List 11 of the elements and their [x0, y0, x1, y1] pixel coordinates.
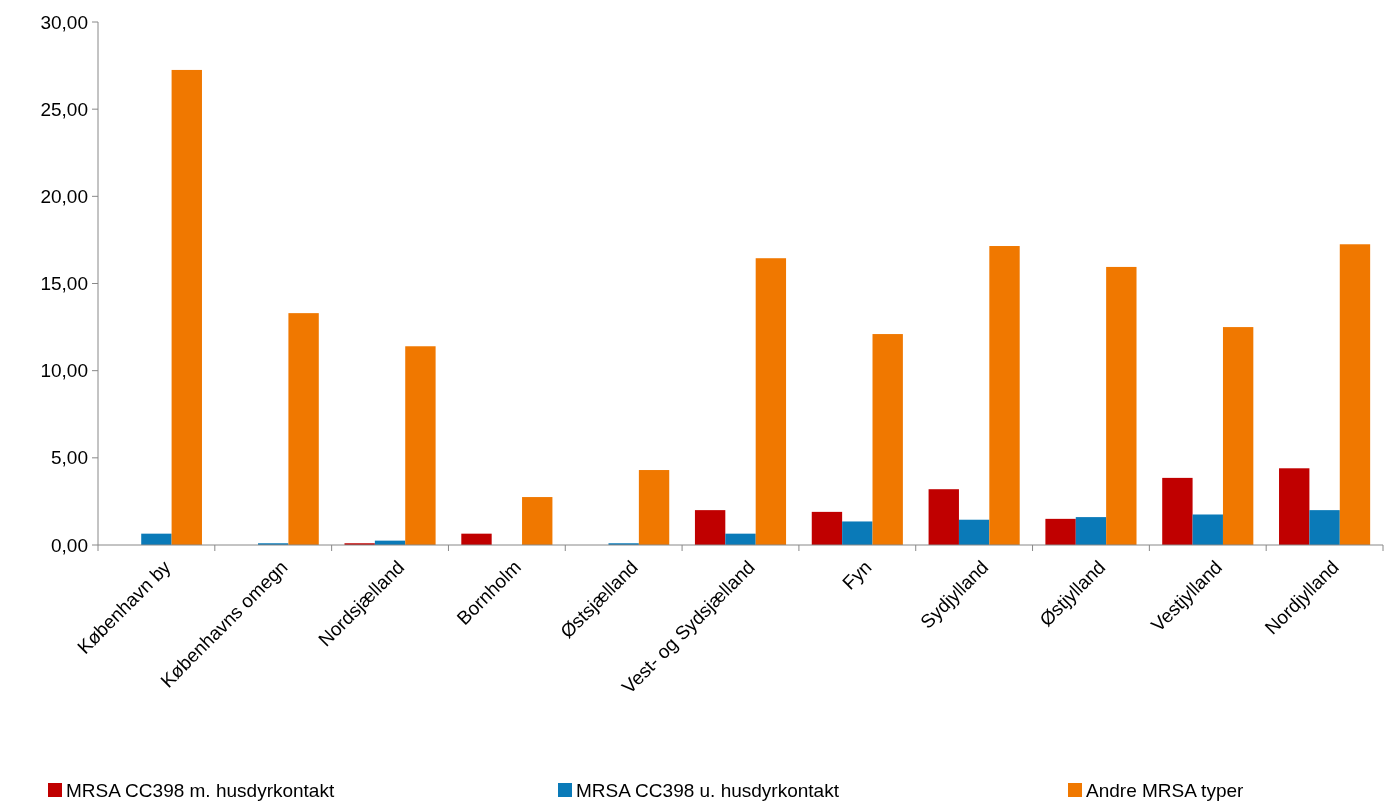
- y-tick-label: 25,00: [40, 98, 88, 120]
- y-tick-label: 30,00: [40, 11, 88, 33]
- y-tick-label: 5,00: [51, 447, 88, 469]
- y-tick-label: 15,00: [40, 273, 88, 295]
- y-tick-label: 0,00: [51, 534, 88, 556]
- y-tick-label: 20,00: [40, 185, 88, 207]
- y-tick-label: 10,00: [40, 360, 88, 382]
- x-tick-label: Fyn: [838, 556, 876, 594]
- legend-label: MRSA CC398 m. husdyrkontakt: [66, 780, 335, 801]
- legend-label: MRSA CC398 u. husdyrkontakt: [576, 780, 840, 801]
- legend-label: Andre MRSA typer: [1086, 780, 1245, 801]
